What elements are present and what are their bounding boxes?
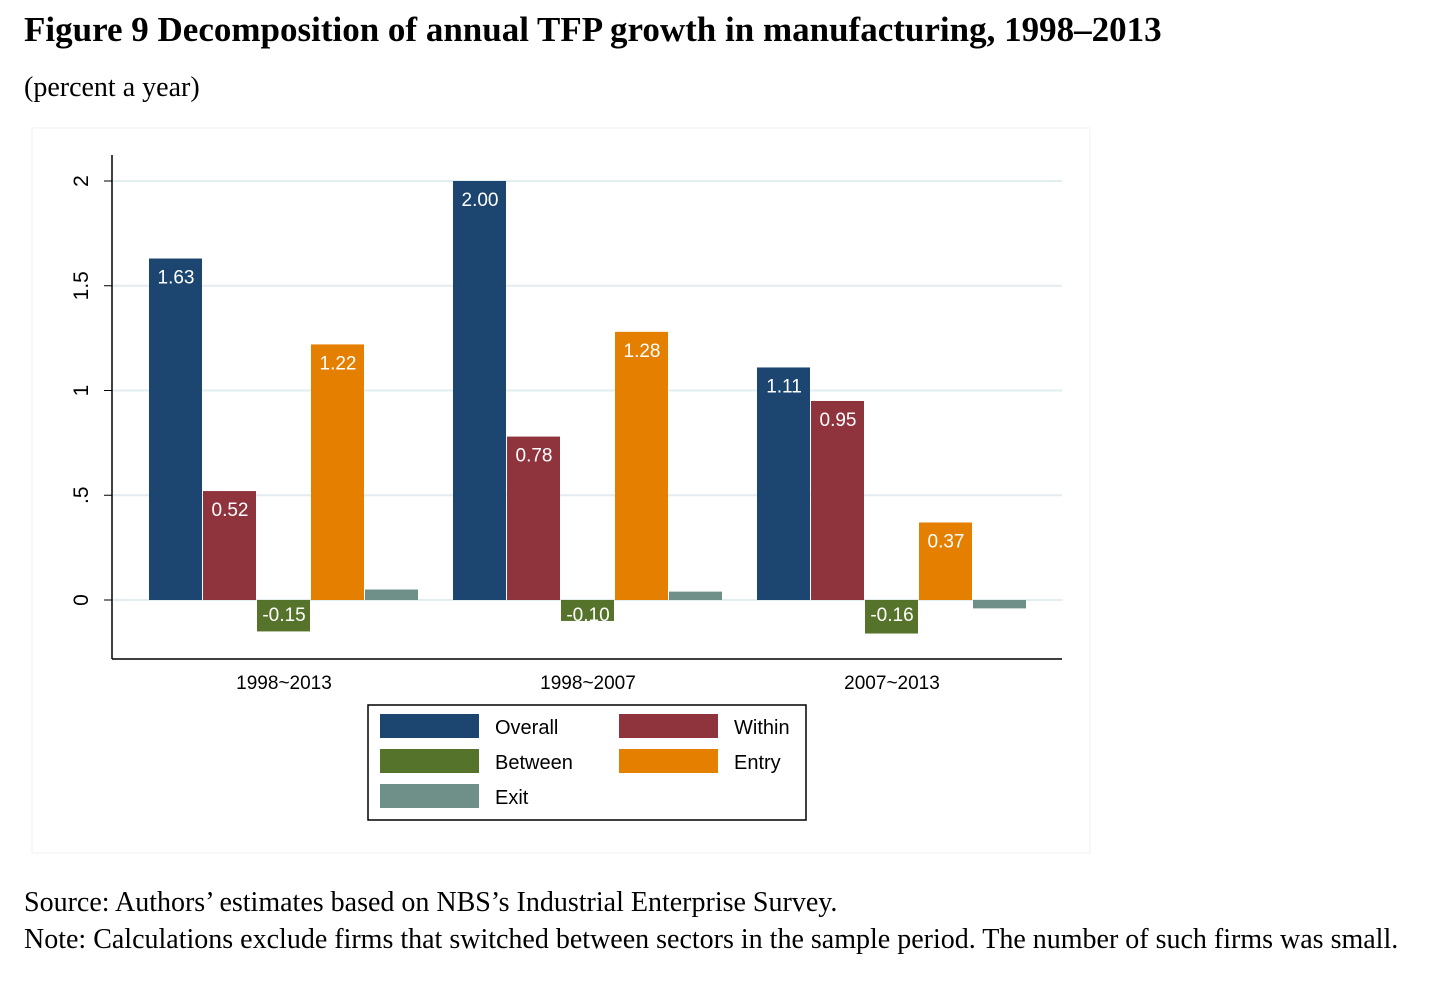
data-label: 1.28 — [624, 341, 661, 362]
data-label: 1.11 — [766, 376, 802, 397]
bar-overall — [149, 258, 202, 600]
data-label: -0.10 — [566, 605, 609, 626]
bar-exit — [365, 589, 418, 600]
footnote: Note: Calculations exclude firms that sw… — [24, 924, 1399, 955]
bar-overall — [757, 367, 810, 600]
bar-exit — [973, 600, 1026, 609]
legend-label: Entry — [734, 752, 781, 774]
y-tick-label: 2 — [70, 175, 93, 187]
legend-swatch — [619, 714, 718, 738]
legend-label: Between — [495, 752, 573, 774]
chart-subtitle: (percent a year) — [24, 72, 200, 103]
y-tick-label: 0 — [70, 594, 93, 606]
legend-label: Within — [734, 717, 790, 739]
legend-swatch — [380, 714, 479, 738]
data-label: 1.22 — [320, 353, 357, 374]
bar-exit — [669, 591, 722, 600]
data-label: 0.52 — [212, 500, 249, 521]
data-label: 0.78 — [516, 446, 553, 467]
y-tick-label: 1.5 — [70, 271, 93, 300]
chart-title: Figure 9 Decomposition of annual TFP gro… — [24, 10, 1162, 49]
legend-swatch — [380, 784, 479, 808]
legend-swatch — [380, 749, 479, 773]
data-label: 0.95 — [820, 410, 857, 431]
bar-within — [203, 491, 256, 600]
bar-between — [865, 600, 918, 634]
legend-swatch — [619, 749, 718, 773]
bar-within — [811, 400, 864, 600]
bar-chart: 0 .5 1 1.5 2 1.63 0.52 -0.15 1.22 1998~2013 2.00 0.… — [31, 127, 1091, 854]
y-tick-label: .5 — [70, 486, 93, 504]
bar-within — [507, 436, 560, 600]
data-label: 0.37 — [928, 531, 965, 552]
data-label: -0.15 — [262, 605, 305, 626]
bar-entry — [615, 331, 668, 600]
bar-between — [561, 600, 614, 621]
x-tick-label: 2007~2013 — [844, 673, 940, 694]
data-label: -0.16 — [870, 605, 913, 626]
x-tick-label: 1998~2007 — [540, 673, 636, 694]
legend-label: Overall — [495, 717, 558, 739]
x-tick-label: 1998~2013 — [236, 673, 332, 694]
bar-entry — [919, 522, 972, 600]
bar-entry — [311, 344, 364, 600]
data-label: 1.63 — [158, 268, 195, 289]
bar-overall — [453, 181, 506, 600]
source-note: Source: Authors’ estimates based on NBS’… — [24, 887, 838, 918]
bar-between — [257, 600, 310, 632]
y-tick-label: 1 — [70, 385, 93, 397]
data-label: 2.00 — [462, 190, 499, 211]
legend-label: Exit — [495, 787, 529, 809]
